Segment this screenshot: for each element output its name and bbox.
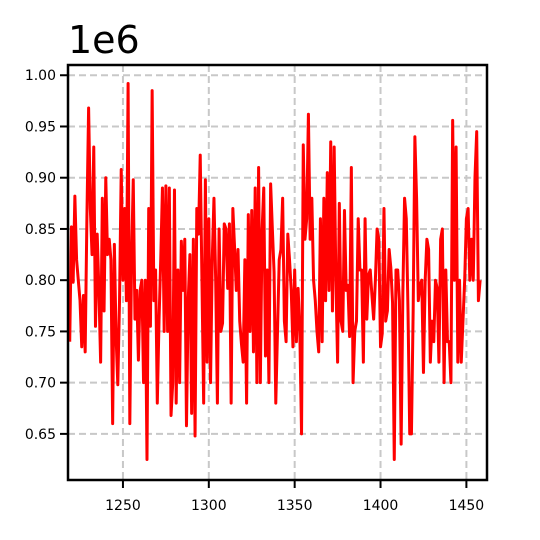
x-axis: 1250 1300 1350 1400 1450: [105, 480, 484, 514]
series-line: [68, 81, 482, 462]
x-tick-label: 1300: [191, 498, 227, 514]
y-tick-label: 0.80: [25, 273, 56, 289]
y-axis: 0.65 0.70 0.75 0.80 0.85 0.90 0.95 1.00: [25, 68, 68, 443]
x-tick-label: 1450: [449, 498, 485, 514]
data-line: [68, 81, 482, 462]
plot-frame: [66, 63, 489, 482]
y-tick-label: 0.65: [25, 427, 56, 443]
y-tick-label: 0.90: [25, 171, 56, 187]
x-tick-label: 1250: [105, 498, 141, 514]
y-tick-label: 0.75: [25, 324, 56, 340]
x-tick-label: 1400: [363, 498, 399, 514]
y-tick-label: 0.95: [25, 119, 56, 135]
y-offset-label: 1e6: [68, 18, 140, 62]
x-tick-label: 1350: [277, 498, 313, 514]
y-tick-label: 0.85: [25, 222, 56, 238]
y-tick-label: 1.00: [25, 68, 56, 84]
y-tick-label: 0.70: [25, 376, 56, 392]
